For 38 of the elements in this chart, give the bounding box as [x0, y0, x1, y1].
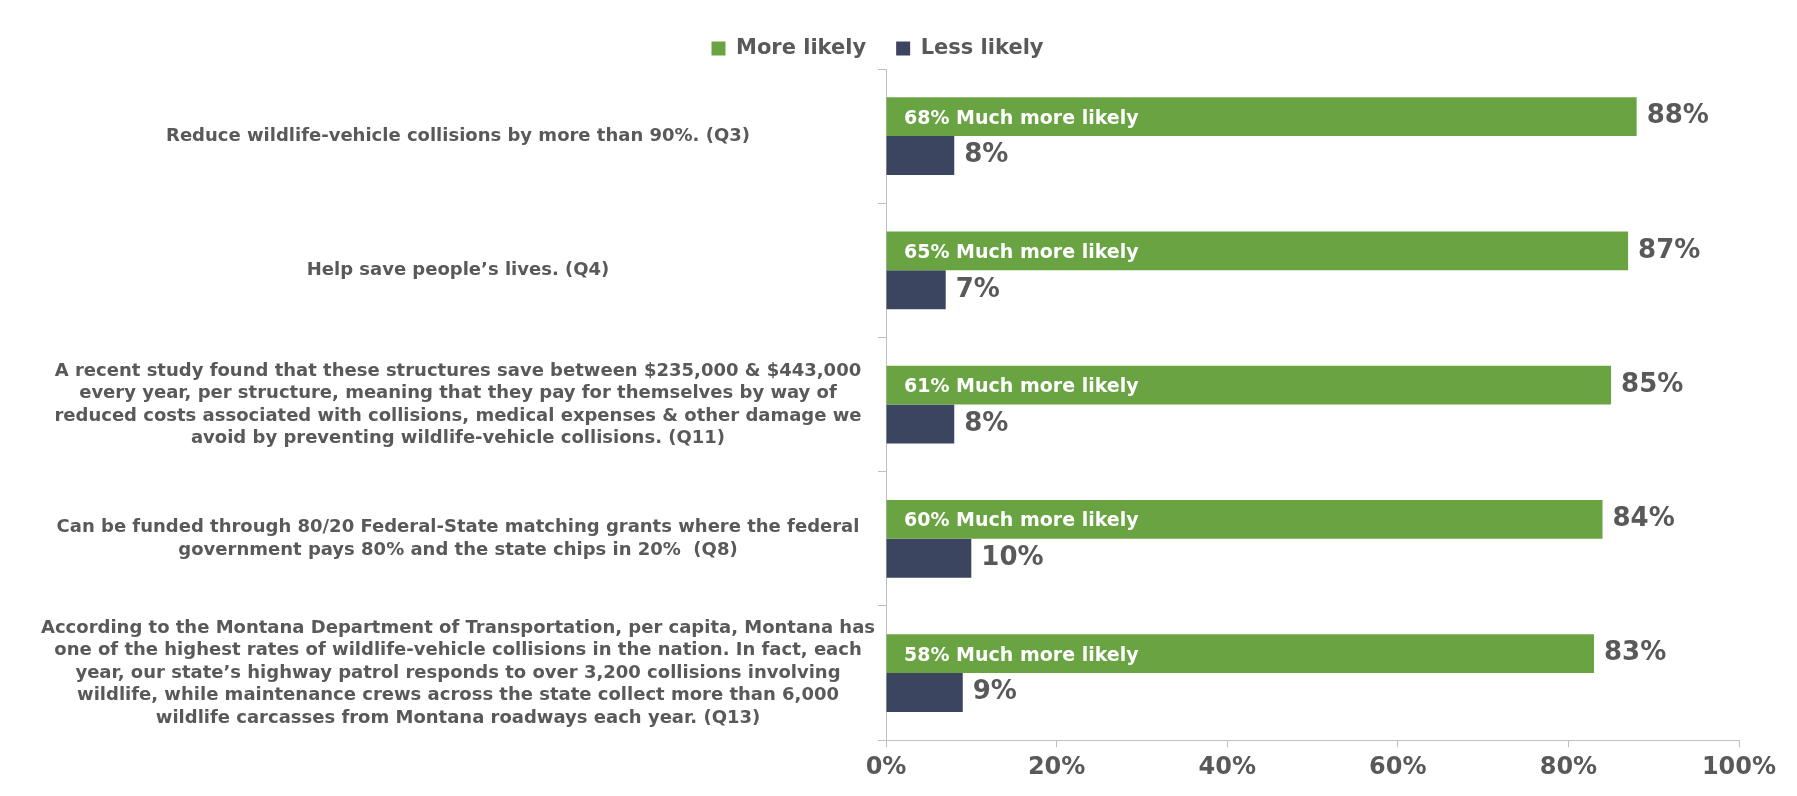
annotation: 65% Much more likely [904, 239, 1140, 262]
bar [886, 538, 972, 578]
x-tick-label: 60% [1369, 751, 1427, 780]
bar [886, 231, 1629, 271]
bar [886, 365, 1612, 405]
bar [886, 270, 946, 310]
y-tick-label: Can be funded through 80/20 Federal-State matching grants where the federal government pays 80% and the state chips in 20% (Q8) [56, 515, 860, 559]
bar [886, 634, 1594, 674]
annotation: 60% Much more likely [904, 508, 1140, 531]
annotation: 68% Much more likely [904, 105, 1140, 128]
bar [886, 97, 1637, 137]
legend-label: Less likely [920, 34, 1044, 59]
x-tick-label: 0% [865, 751, 907, 780]
bar [886, 404, 955, 444]
data-label: 87% [1638, 233, 1701, 264]
y-tick-label: According to the Montana Department of Transportation, per capita, Montana has one of the highest rates of wildlife-vehicle collisions in the nation. In fact, each year, our state’s highway patrol responds to over 3,200 collisions involving wildlife, while maintenance crews across the state collect more than 6,000 wildlife carcasses from Montana roadways each year. (Q13) [40, 615, 875, 727]
x-tick-label: 80% [1539, 751, 1598, 780]
data-label: 9% [972, 675, 1017, 706]
data-label: 7% [955, 272, 1000, 303]
annotation: 61% Much more likely [904, 374, 1140, 397]
y-tick-label: Help save people’s lives. (Q4) [306, 258, 610, 280]
bar [886, 136, 955, 176]
data-label: 8% [964, 138, 1009, 169]
y-tick-label: Reduce wildlife-vehicle collisions by more than 90%. (Q3) [166, 123, 750, 145]
y-tick-label: A recent study found that these structures save between $235,000 & $443,000 every year, per structure, meaning that they pay for themselves by way of reduced costs associated with collisions, medical expenses & other damage we avoid by preventing wildlife-vehicle collisions. (Q11) [54, 358, 862, 448]
data-label: 10% [981, 541, 1044, 572]
x-tick-label: 20% [1027, 751, 1086, 780]
data-label: 84% [1612, 502, 1675, 533]
data-label: 83% [1603, 636, 1667, 667]
legend-label: More likely [735, 34, 867, 59]
data-label: 8% [964, 406, 1009, 437]
annotation: 58% Much more likely [904, 642, 1140, 665]
x-tick-label: 100% [1701, 751, 1777, 780]
bar [886, 673, 963, 713]
bar [886, 499, 1603, 539]
x-tick-label: 40% [1198, 751, 1256, 780]
data-label: 85% [1621, 367, 1684, 398]
data-label: 88% [1646, 99, 1709, 130]
